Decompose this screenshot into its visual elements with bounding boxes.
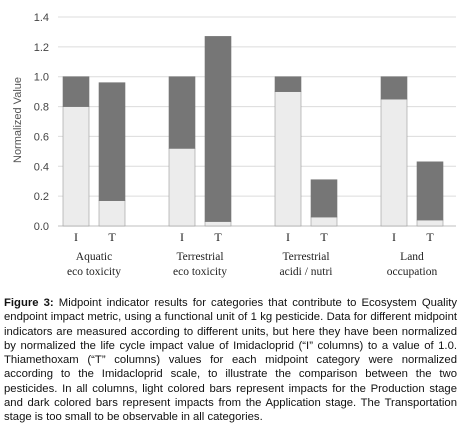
figure-caption: Figure 3: Midpoint indicator results for… [4, 296, 457, 425]
bar-application-4 [274, 76, 302, 92]
bar-production-5 [310, 216, 338, 227]
caption-text: Midpoint indicator results for categorie… [4, 297, 457, 424]
bar-label: T [214, 230, 222, 244]
y-tick-label: 0.6 [34, 131, 49, 143]
bar-label: I [286, 230, 290, 244]
bar-production-2 [168, 148, 196, 227]
bar-production-7 [416, 219, 444, 227]
bar-application-0 [62, 76, 90, 107]
bar-application-2 [168, 76, 196, 149]
category-label-line2: acidi / nutri [279, 266, 332, 278]
bar-application-3 [204, 36, 232, 222]
category-label-line1: Aquatic [76, 251, 112, 263]
bar-production-0 [62, 106, 90, 227]
y-tick-label: 0.0 [34, 221, 49, 233]
y-tick-label: 0.4 [34, 161, 49, 173]
stacked-bar-chart: 0.0 0.2 0.4 0.6 0.8 1.0 1.2 1.4 Normalized Valu… [12, 12, 456, 278]
y-tick-label: 0.8 [34, 102, 49, 114]
bar-application-1 [98, 82, 126, 201]
bar-label: I [74, 230, 78, 244]
category-label-line2: eco toxicity [173, 266, 227, 278]
bar-production-1 [98, 200, 126, 227]
y-axis-label: Normalized Value [12, 77, 24, 163]
category-label-line2: occupation [387, 266, 438, 278]
figure-label: Figure 3: [4, 297, 54, 309]
bar-production-3 [204, 221, 232, 227]
bar-application-7 [416, 161, 444, 221]
bar-production-4 [274, 91, 302, 227]
bar-label: T [320, 230, 328, 244]
y-tick-label: 1.4 [34, 12, 49, 24]
bar-label: I [392, 230, 396, 244]
bar-label: T [426, 230, 434, 244]
bar-production-6 [380, 98, 408, 227]
bar-application-6 [380, 76, 408, 100]
bar-label: I [180, 230, 184, 244]
x-labels: I T I T I T I T Aquatic eco toxicity Terrestrial ec… [67, 230, 437, 278]
y-tick-label: 0.2 [34, 191, 49, 203]
bar-label: T [108, 230, 116, 244]
y-tick-label: 1.2 [34, 42, 49, 54]
bar-application-5 [310, 179, 338, 218]
category-label-line1: Land [400, 251, 424, 263]
y-tick-labels: 0.0 0.2 0.4 0.6 0.8 1.0 1.2 1.4 [34, 12, 49, 233]
category-label-line1: Terrestrial [176, 251, 223, 263]
y-tick-label: 1.0 [34, 72, 49, 84]
bars [62, 36, 444, 227]
category-label-line2: eco toxicity [67, 266, 121, 278]
category-label-line1: Terrestrial [282, 251, 329, 263]
